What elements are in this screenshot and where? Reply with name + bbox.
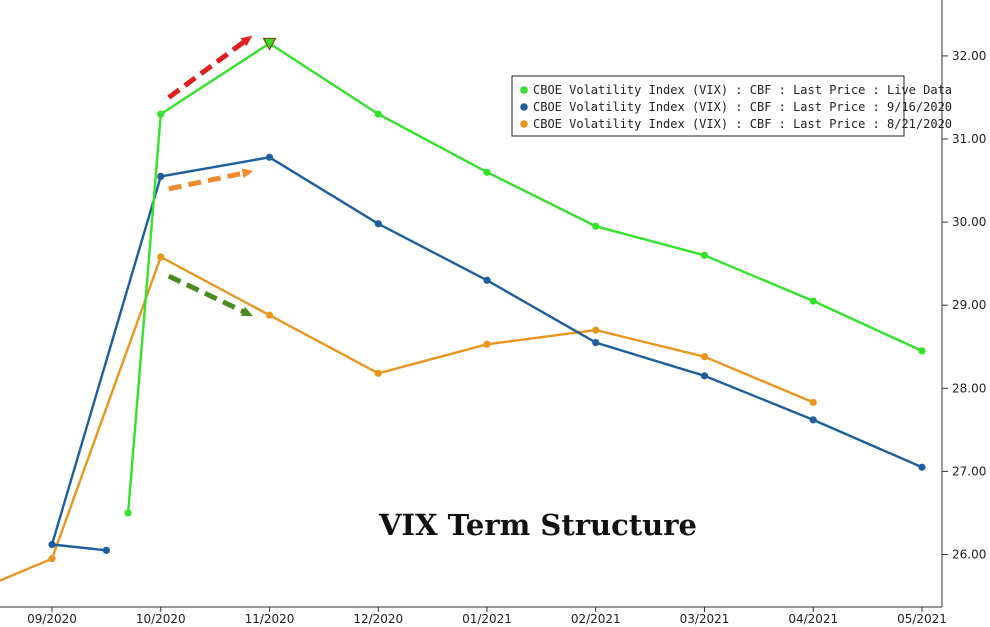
- series-point: [918, 463, 926, 471]
- x-tick-label: 12/2020: [353, 612, 403, 626]
- annotation-arrow: [168, 168, 254, 192]
- legend-label: CBOE Volatility Index (VIX) : CBF : Last…: [533, 117, 952, 131]
- series-point: [809, 297, 817, 305]
- legend-label: CBOE Volatility Index (VIX) : CBF : Last…: [533, 83, 952, 97]
- series-point: [592, 326, 600, 334]
- series-point: [483, 276, 491, 284]
- y-tick-label: 28.00: [952, 381, 986, 395]
- annotation-arrow: [167, 35, 253, 100]
- series-layer: [0, 37, 926, 582]
- annotation-layer: [167, 35, 254, 317]
- series-point: [918, 347, 926, 355]
- series-point: [592, 338, 600, 347]
- series-point: [374, 110, 382, 118]
- series-point: [48, 540, 56, 549]
- series-point: [157, 172, 165, 180]
- series-point: [48, 555, 56, 563]
- legend-swatch: [520, 103, 528, 111]
- x-tick-label: 05/2021: [897, 612, 947, 626]
- x-tick-label: 11/2020: [245, 612, 295, 626]
- chart-title: VIX Term Structure: [378, 508, 697, 542]
- y-tick-label: 26.00: [952, 548, 986, 562]
- series-point: [592, 222, 600, 230]
- y-tick-label: 32.00: [952, 49, 986, 63]
- x-tick-label: 09/2020: [27, 612, 77, 626]
- x-tick-label: 02/2021: [571, 612, 621, 626]
- y-tick-label: 29.00: [952, 298, 986, 312]
- series-point: [809, 416, 817, 424]
- legend-box: [511, 75, 905, 137]
- annotation-arrow: [167, 273, 253, 317]
- y-axis-ticks: 26.00 27.00 28.00 29.00 30.00 31.00 32.00: [942, 49, 986, 562]
- series-point: [483, 168, 491, 176]
- y-tick-label: 31.00: [952, 132, 986, 146]
- series-point: [124, 509, 132, 517]
- y-tick-label: 30.00: [952, 215, 986, 229]
- x-tick-label: 01/2021: [462, 612, 512, 626]
- series-point: [374, 369, 382, 377]
- series-point: [700, 353, 709, 361]
- series-point: [374, 220, 382, 228]
- series-point: [102, 546, 110, 554]
- series-point: [265, 153, 274, 161]
- x-tick-label: 03/2021: [680, 612, 730, 626]
- series-point: [809, 398, 817, 407]
- legend-swatch: [520, 86, 528, 94]
- x-tick-label: 04/2021: [788, 612, 838, 626]
- series-point: [700, 372, 709, 380]
- series-point: [157, 253, 165, 261]
- series-point-highlight: [262, 37, 277, 51]
- series-point: [483, 340, 491, 348]
- series-line-1: [50, 156, 923, 552]
- series-point: [265, 311, 274, 319]
- x-tick-label: 10/2020: [136, 612, 186, 626]
- series-point: [700, 251, 709, 259]
- series-point: [157, 110, 165, 118]
- x-axis-ticks: 09/2020 10/2020 11/2020 12/2020 01/2021 02/20…: [27, 607, 947, 626]
- legend-swatch: [520, 120, 528, 128]
- y-tick-label: 27.00: [952, 464, 986, 478]
- legend: CBOE Volatility Index (VIX) : CBF : Last…: [511, 75, 952, 137]
- legend-label: CBOE Volatility Index (VIX) : CBF : Last…: [533, 100, 952, 114]
